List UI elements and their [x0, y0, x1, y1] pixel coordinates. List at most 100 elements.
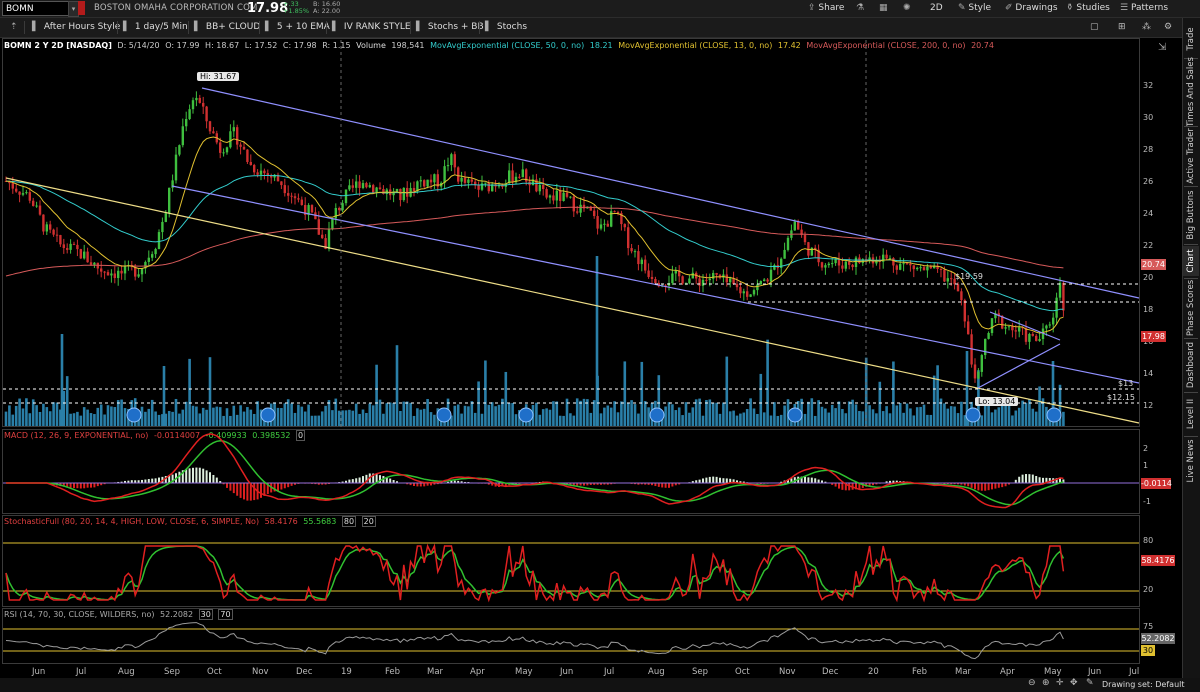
- toolbar-iv-rank[interactable]: ▌ IV RANK STYLE: [332, 20, 411, 35]
- grid-menu-icon[interactable]: ⁂: [1142, 22, 1151, 32]
- volume-bar: [773, 402, 776, 426]
- rsi-os-value: 30: [198, 609, 213, 620]
- macd-histogram-bar: [147, 479, 150, 483]
- stochastic-pane[interactable]: [2, 515, 1140, 607]
- candle-body: [59, 235, 62, 245]
- toolbar-stochs[interactable]: ▌ Stochs: [485, 20, 527, 35]
- macd-histogram-bar: [868, 483, 871, 486]
- candle-body: [18, 191, 21, 195]
- calendar-icon[interactable]: ▦: [879, 3, 888, 13]
- candle-body: [814, 247, 817, 250]
- channel-upper-line[interactable]: [201, 87, 1140, 299]
- stochastic-axis-label: 80: [1143, 536, 1154, 545]
- collapse-icon[interactable]: ⇲: [1158, 42, 1167, 53]
- candle-body: [463, 177, 467, 183]
- flag-icon[interactable]: [78, 1, 85, 15]
- candle-body: [470, 179, 473, 182]
- macd-histogram-bar: [678, 483, 681, 485]
- volume-bar: [487, 404, 491, 426]
- price-axis-label: 30: [1143, 113, 1154, 122]
- wedge-upper-line[interactable]: [989, 311, 1061, 341]
- candle-body: [205, 106, 208, 122]
- ohlc-range: R: 1.15: [322, 41, 351, 50]
- candle-body: [242, 146, 246, 150]
- volume-bar: [983, 403, 987, 426]
- settings-icon[interactable]: ⚙: [1164, 22, 1173, 32]
- macd-histogram-bar: [290, 483, 293, 486]
- candle-body: [851, 264, 854, 268]
- volume-bar: [1021, 400, 1024, 426]
- earnings-markers[interactable]: [126, 407, 1062, 423]
- symbol-input[interactable]: [2, 1, 71, 16]
- volume-bar: [1051, 361, 1055, 426]
- drawings-button[interactable]: ✐ Drawings: [1005, 2, 1058, 15]
- pencil-icon: ✎: [958, 3, 969, 13]
- volume-bar: [348, 409, 351, 426]
- gear-icon[interactable]: ✺: [903, 3, 911, 13]
- candle-body: [79, 249, 82, 259]
- volume-bar: [953, 406, 956, 426]
- mode-2d-button[interactable]: 2D: [930, 3, 943, 13]
- zoom-out-icon[interactable]: ⊖: [1028, 678, 1036, 688]
- volume-bar: [242, 411, 246, 426]
- volume-bar: [708, 399, 712, 426]
- volume-bar: [640, 361, 644, 426]
- crosshair-icon[interactable]: ✛: [1056, 678, 1064, 688]
- candle-body: [147, 257, 150, 262]
- macd-histogram-bar: [858, 483, 861, 490]
- toolbar-after-hours[interactable]: ▌ After Hours Style: [32, 20, 120, 35]
- candle-body: [446, 165, 450, 167]
- candle-body: [412, 188, 416, 192]
- macd-histogram-bar: [317, 483, 320, 485]
- volume-bar: [161, 414, 164, 426]
- macd-histogram-bar: [103, 483, 106, 485]
- price-pane[interactable]: [2, 38, 1140, 427]
- macd-histogram-bar: [416, 483, 419, 487]
- drawing-set-label[interactable]: Drawing set: Default: [1102, 680, 1185, 689]
- macd-histogram-bar: [491, 483, 494, 486]
- patterns-button[interactable]: ☰ Patterns: [1120, 2, 1168, 15]
- sidebar-tab-chart[interactable]: Chart: [1183, 246, 1199, 276]
- macd-histogram-bar: [260, 483, 262, 498]
- grid-layout-icon[interactable]: ⊞: [1118, 22, 1126, 32]
- zoom-in-icon[interactable]: ⊕: [1042, 678, 1050, 688]
- candle-body: [140, 268, 144, 275]
- macd-histogram-bar: [1045, 477, 1048, 483]
- rsi-pane[interactable]: [2, 608, 1140, 664]
- trendline-support[interactable]: [5, 177, 1140, 424]
- macd-histogram-bar: [804, 476, 806, 483]
- volume-bar: [633, 404, 637, 426]
- candle-body: [474, 181, 477, 186]
- toolbar-bb-cloud[interactable]: ▌ BB+ CLOUD: [194, 20, 260, 35]
- candle-body: [576, 211, 579, 213]
- ma13-label: MovAvgExponential (CLOSE, 13, 0, no): [618, 41, 773, 50]
- x-axis-month: Dec: [296, 667, 313, 677]
- x-axis-month: May: [1044, 667, 1062, 677]
- x-axis-month: Mar: [955, 667, 972, 677]
- volume-bar: [623, 361, 627, 426]
- pin-icon[interactable]: ⇡: [10, 22, 18, 32]
- volume-bar: [191, 405, 195, 426]
- toolbar-stochs-bb[interactable]: ▌ Stochs + BB: [416, 20, 484, 35]
- volume-bar: [171, 411, 174, 426]
- macd-histogram-bar: [266, 483, 269, 494]
- studies-button[interactable]: ⚱ Studies: [1066, 2, 1110, 15]
- volume-bar: [949, 406, 953, 426]
- volume-bar: [344, 410, 348, 426]
- volume-bar: [494, 406, 497, 426]
- pan-icon[interactable]: ✥: [1070, 678, 1078, 688]
- toolbar-1day5min[interactable]: ▌ 1 day/5 Min: [123, 20, 188, 35]
- style-button[interactable]: ✎ Style: [958, 2, 991, 15]
- macd-pane[interactable]: [2, 429, 1140, 514]
- toolbar-ema[interactable]: ▌ 5 + 10 EMA: [265, 20, 330, 35]
- wedge-lower-line[interactable]: [977, 343, 1061, 389]
- stochastic-value-box: 58.4176: [1141, 555, 1175, 566]
- macd-axis-label: -1: [1143, 497, 1151, 506]
- flask-icon[interactable]: ⚗: [856, 3, 865, 13]
- pencil-status-icon[interactable]: ✎: [1086, 678, 1094, 688]
- single-layout-icon[interactable]: ▢: [1090, 22, 1099, 32]
- share-button[interactable]: ⇪ Share: [808, 2, 844, 15]
- candle-body: [786, 237, 790, 250]
- volume-bar: [162, 366, 166, 426]
